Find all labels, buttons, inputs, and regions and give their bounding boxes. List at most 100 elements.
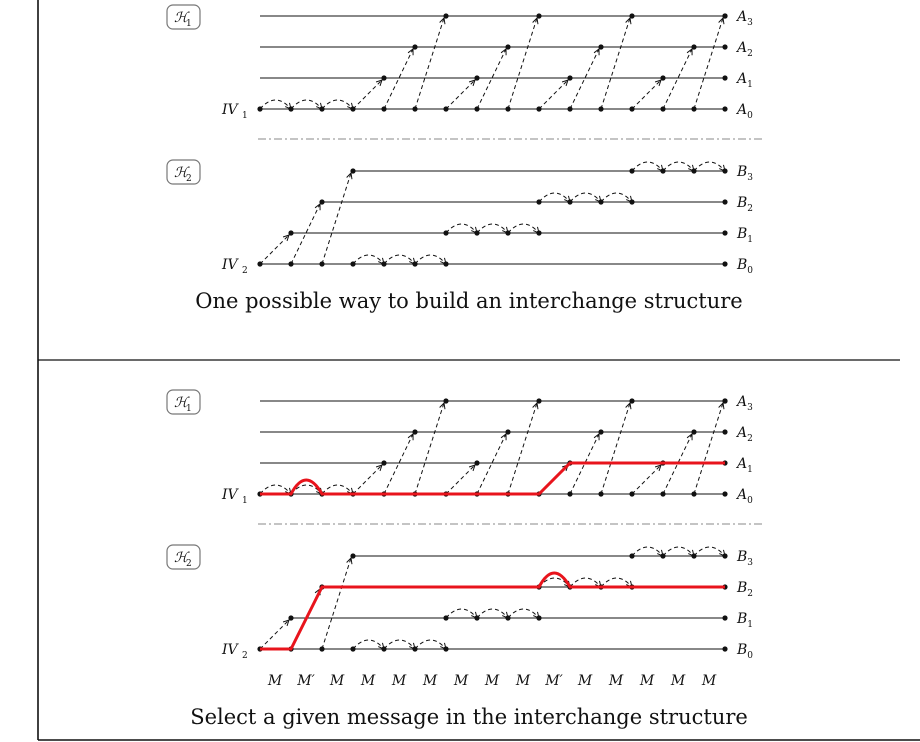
node-dot	[412, 646, 418, 652]
dashed-arrow	[662, 49, 692, 110]
node-dot	[691, 168, 697, 174]
h1-badge: ℋ 1	[166, 389, 201, 415]
dashed-arc	[414, 639, 446, 649]
chain-b-labels: B0 B1 B2 B3	[736, 164, 753, 276]
node-dot	[412, 44, 418, 50]
node-dot	[536, 199, 542, 205]
chain-a-label-sub-2: 2	[747, 434, 753, 444]
node-dot	[505, 429, 511, 435]
node-dot	[629, 199, 635, 205]
node-dot	[722, 199, 728, 205]
node-dot	[381, 460, 387, 466]
dashed-arrow	[507, 18, 537, 110]
iv1-label: IV 1	[221, 487, 248, 506]
dashed-arc	[352, 254, 384, 264]
dashed-arc	[476, 608, 508, 618]
dashed-arrow	[414, 403, 444, 495]
node-dot	[257, 106, 263, 112]
node-dot	[660, 168, 666, 174]
dashed-arc	[507, 608, 539, 618]
message-label: M	[453, 673, 469, 689]
node-dot	[443, 230, 449, 236]
chain-b-label-sub-0: 0	[747, 266, 753, 276]
chain-b-label-sub-0: 0	[747, 651, 753, 661]
node-dot	[381, 646, 387, 652]
node-dot	[474, 75, 480, 81]
dashed-arc	[259, 99, 291, 109]
node-dot	[350, 646, 356, 652]
chain-a-label-sub-1: 1	[747, 80, 753, 90]
dashed-arrow	[352, 80, 382, 110]
dashed-arrow	[476, 49, 506, 110]
dashed-arrow	[290, 204, 320, 265]
node-dot	[536, 13, 542, 19]
chain-b-labels: B0 B1 B2 B3	[736, 549, 753, 661]
h2-structure	[257, 546, 728, 652]
dashed-arrow	[476, 434, 506, 495]
dashed-arc	[600, 192, 632, 202]
h1-badge: ℋ 1	[166, 4, 201, 30]
node-dot	[474, 615, 480, 621]
node-dot	[288, 230, 294, 236]
node-dot	[536, 615, 542, 621]
node-dot	[257, 261, 263, 267]
dashed-arrow	[631, 80, 661, 110]
message-label: M	[422, 673, 438, 689]
chain-b-label-sub-2: 2	[747, 589, 753, 599]
chain-b-label-3: B3	[736, 549, 753, 568]
node-dot	[722, 429, 728, 435]
dashed-arc	[321, 99, 353, 109]
message-label: M	[515, 673, 531, 689]
dashed-arrow	[259, 620, 289, 650]
node-dot	[691, 429, 697, 435]
dashed-arc	[290, 99, 322, 109]
message-label: M	[608, 673, 624, 689]
chain-a-label-3: A3	[735, 394, 753, 413]
node-dot	[288, 615, 294, 621]
dashed-arc	[538, 192, 570, 202]
dashed-arrow	[600, 403, 630, 495]
dashed-arc	[662, 546, 694, 556]
chain-a-label-sub-3: 3	[747, 18, 753, 28]
node-dot	[660, 75, 666, 81]
h2-badge-sub: 2	[186, 174, 192, 184]
dashed-arc	[383, 639, 415, 649]
h2-badge: ℋ 2	[166, 159, 201, 185]
node-dot	[412, 429, 418, 435]
iv2-label: IV 2	[221, 257, 248, 276]
dashed-arrow	[445, 465, 475, 495]
dashed-arc	[507, 223, 539, 233]
node-dot	[443, 615, 449, 621]
node-dot	[319, 106, 325, 112]
dashed-arc	[631, 546, 663, 556]
node-dot	[567, 199, 573, 205]
node-dot	[629, 398, 635, 404]
dashed-arc	[693, 546, 725, 556]
node-dot	[598, 44, 604, 50]
chain-b-label-sub-1: 1	[747, 235, 753, 245]
node-dot	[505, 44, 511, 50]
dashed-arrow	[414, 18, 444, 110]
dashed-arc	[569, 192, 601, 202]
node-dot	[350, 168, 356, 174]
dashed-arc	[383, 254, 415, 264]
chain-b-label-sub-3: 3	[747, 173, 753, 183]
svg-text:IV: IV	[221, 642, 240, 658]
node-dot	[536, 230, 542, 236]
node-dot	[505, 230, 511, 236]
h2-badge-sub: 2	[186, 559, 192, 569]
message-label: M	[670, 673, 686, 689]
node-dot	[474, 460, 480, 466]
dashed-arrow	[507, 403, 537, 495]
node-dot	[288, 106, 294, 112]
node-dot	[629, 13, 635, 19]
node-dot	[381, 261, 387, 267]
h1-badge-label: ℋ	[174, 395, 190, 411]
chain-b-label-sub-2: 2	[747, 204, 753, 214]
highlight-path-h2	[260, 571, 725, 651]
dashed-arc	[631, 161, 663, 171]
chain-b-label-2: B2	[736, 580, 753, 599]
dashed-arc	[476, 223, 508, 233]
node-dot	[536, 398, 542, 404]
node-dot	[443, 646, 449, 652]
